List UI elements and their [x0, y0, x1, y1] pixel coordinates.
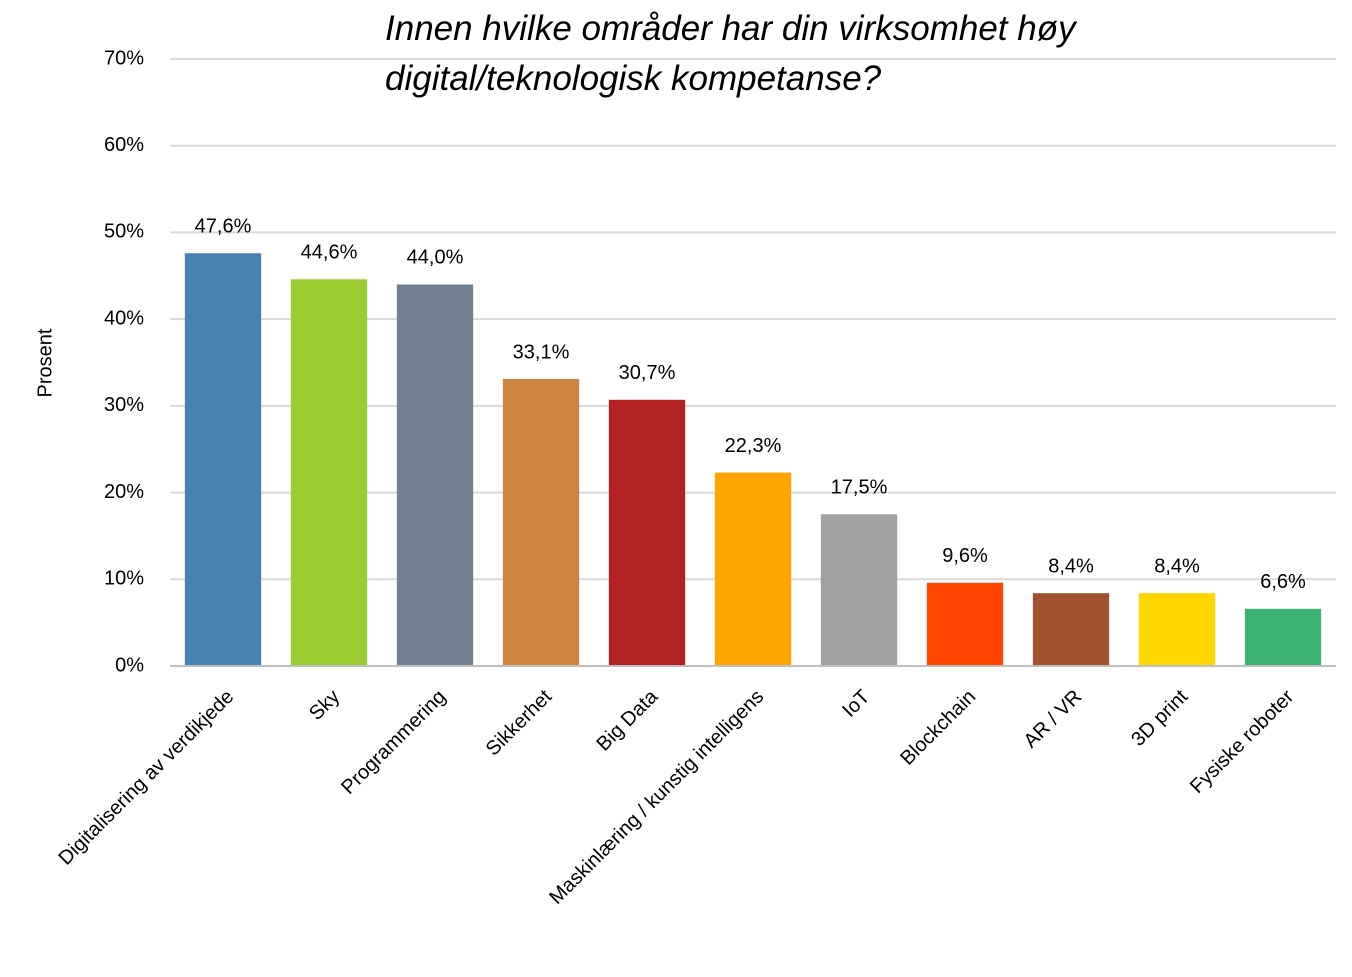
- bar: [820, 514, 898, 666]
- x-tick-label: AR / VR: [1020, 686, 1087, 753]
- y-tick-label: 0%: [115, 654, 144, 676]
- y-tick-label: 60%: [104, 134, 144, 156]
- data-label: 6,6%: [1260, 571, 1306, 593]
- data-label: 9,6%: [942, 545, 988, 567]
- data-label: 8,4%: [1048, 555, 1094, 577]
- y-tick-label: 10%: [104, 568, 144, 590]
- data-label: 17,5%: [831, 477, 888, 499]
- data-label: 30,7%: [619, 362, 676, 384]
- x-tick-label: Fysiske roboter: [1186, 685, 1298, 797]
- bar: [290, 279, 368, 666]
- x-tick-label: Sikkerhet: [482, 685, 557, 760]
- bar: [1138, 593, 1216, 666]
- x-tick-label: Big Data: [592, 685, 662, 755]
- data-label: 22,3%: [725, 435, 782, 457]
- x-tick-label: Digitalisering av verdikjede: [54, 686, 238, 870]
- x-tick-label: 3D print: [1127, 685, 1192, 750]
- data-label: 47,6%: [195, 216, 252, 238]
- y-axis-label: Prosent: [34, 328, 56, 397]
- bar: [502, 378, 580, 666]
- x-tick-label: Programmering: [337, 686, 450, 799]
- data-label: 33,1%: [513, 341, 570, 363]
- bar: [714, 472, 792, 666]
- y-tick-label: 40%: [104, 307, 144, 329]
- x-tick-label: IoT: [838, 686, 874, 722]
- bar: [184, 253, 262, 667]
- bar: [926, 582, 1004, 666]
- bar: [608, 399, 686, 666]
- x-tick-label: Maskinlæring / kunstig intelligens: [545, 686, 768, 909]
- y-tick-label: 20%: [104, 481, 144, 503]
- chart-title: Innen hvilke områder har din virksomhet …: [385, 9, 1076, 98]
- x-tick-label: Sky: [305, 686, 344, 725]
- x-tick-label: Blockchain: [896, 686, 980, 770]
- bar: [1032, 593, 1110, 666]
- data-label: 44,6%: [301, 242, 358, 264]
- y-tick-label: 70%: [104, 47, 144, 69]
- data-label: 44,0%: [407, 247, 464, 269]
- y-tick-label: 30%: [104, 394, 144, 416]
- y-tick-label: 50%: [104, 221, 144, 243]
- bar: [396, 284, 474, 666]
- bar: [1244, 608, 1322, 666]
- data-label: 8,4%: [1154, 555, 1200, 577]
